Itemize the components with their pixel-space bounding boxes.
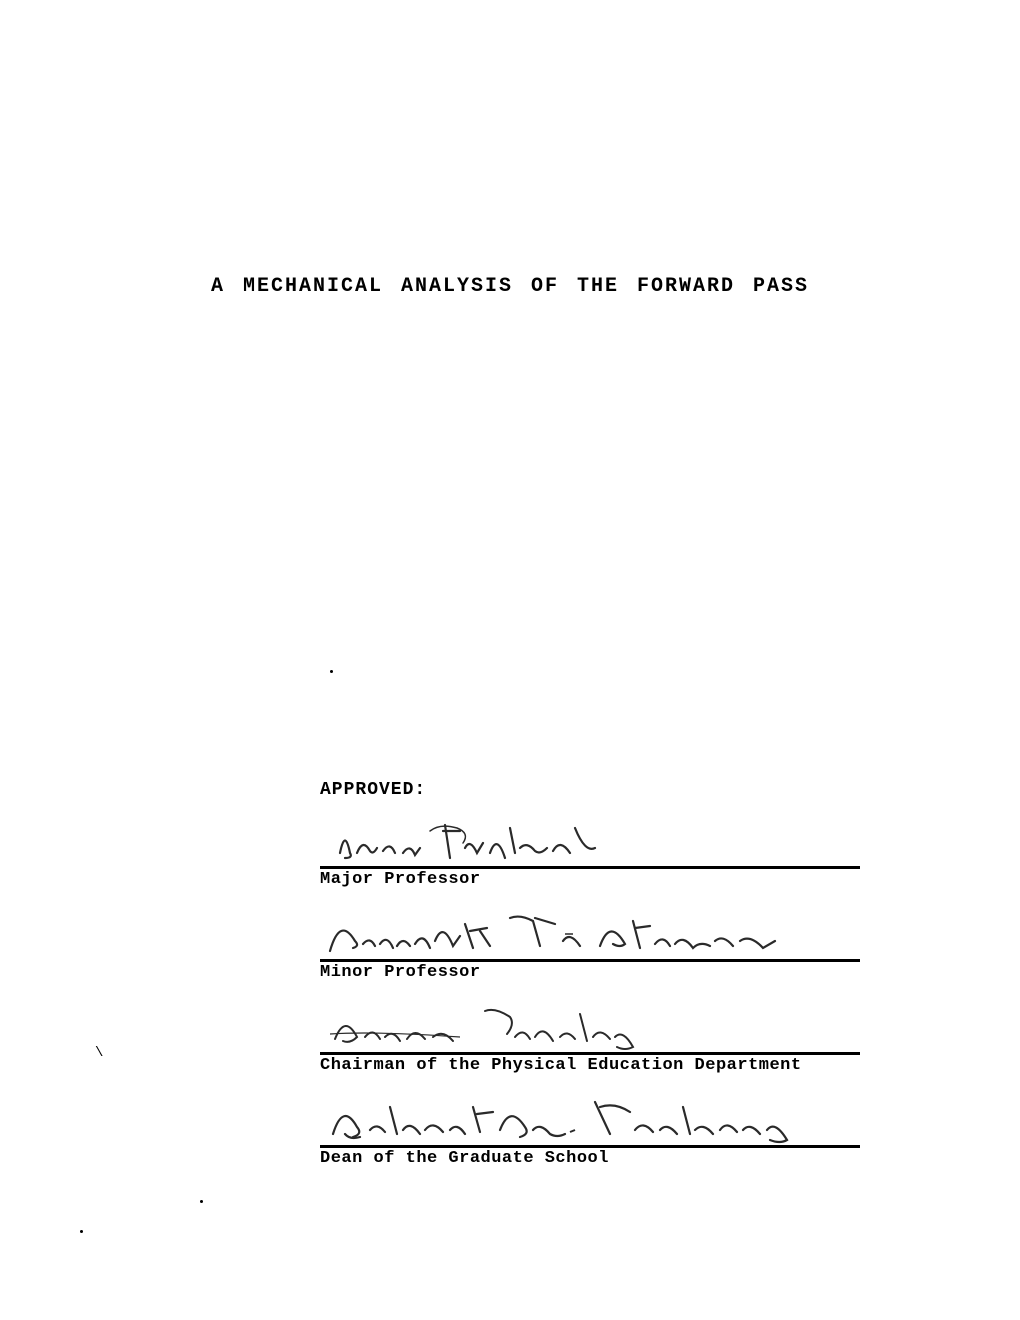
signature-role-3: Chairman of the Physical Education Depar… [320,1056,802,1075]
signature-line-2 [320,959,860,962]
approved-label: APPROVED: [320,780,880,800]
document-page: A MECHANICAL ANALYSIS OF THE FORWARD PAS… [0,0,1020,1320]
signature-block-chairman: Chairman of the Physical Education Depar… [320,1004,880,1079]
approved-section: APPROVED: Major Professor Minor Professo… [320,780,880,1190]
scan-artifact-dot [330,670,333,673]
scan-artifact-dot [80,1230,83,1233]
signature-line-1 [320,866,860,869]
signature-role-4: Dean of the Graduate School [320,1149,609,1168]
signature-handwriting-1 [315,813,875,868]
signature-role-2: Minor Professor [320,963,481,982]
signature-role-1: Major Professor [320,870,481,889]
signature-block-minor-professor: Minor Professor [320,911,880,986]
signature-block-dean: Dean of the Graduate School [320,1097,880,1172]
signature-handwriting-3 [315,999,875,1054]
scan-artifact-dot [200,1200,203,1203]
signature-handwriting-4 [315,1092,875,1147]
signature-line-4 [320,1145,860,1148]
document-title: A MECHANICAL ANALYSIS OF THE FORWARD PAS… [0,275,1020,298]
signature-handwriting-2 [315,906,875,961]
signature-block-major-professor: Major Professor [320,818,880,893]
scan-artifact-mark: \ [95,1045,103,1061]
signature-line-3 [320,1052,860,1055]
